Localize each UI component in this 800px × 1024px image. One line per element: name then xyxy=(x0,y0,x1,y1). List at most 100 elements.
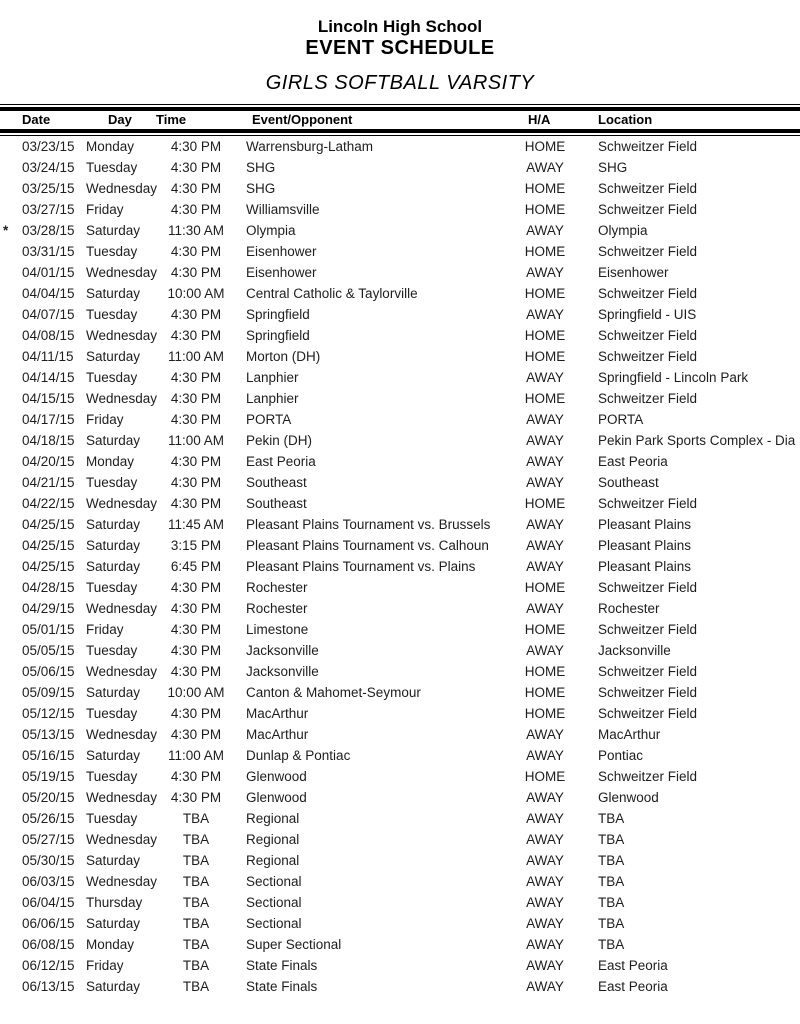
cell-event-opponent: Rochester xyxy=(246,601,308,616)
cell-home-away: AWAY xyxy=(526,517,564,532)
cell-day: Saturday xyxy=(86,916,141,931)
cell-home-away: AWAY xyxy=(526,265,564,280)
cell-day: Tuesday xyxy=(86,370,138,385)
cell-location: Schweitzer Field xyxy=(598,244,698,259)
cell-location: Rochester xyxy=(598,601,660,616)
cell-day: Friday xyxy=(86,412,124,427)
cell-event-opponent: Southeast xyxy=(246,496,307,511)
cell-home-away: AWAY xyxy=(526,727,564,742)
cell-home-away: HOME xyxy=(524,328,566,343)
table-row: 05/19/15 Tuesday 4:30 PM Glenwood HOME Schwei… xyxy=(0,766,800,787)
cell-time: 4:30 PM xyxy=(170,454,222,469)
cell-day: Wednesday xyxy=(86,391,158,406)
cell-location: TBA xyxy=(598,853,625,868)
cell-day: Tuesday xyxy=(86,769,138,784)
cell-date: 05/19/15 xyxy=(22,769,75,784)
cell-day: Saturday xyxy=(86,223,141,238)
cell-date: 03/25/15 xyxy=(22,181,75,196)
cell-location: Olympia xyxy=(598,223,648,238)
cell-day: Saturday xyxy=(86,748,141,763)
table-row: 03/27/15 Friday 4:30 PM Williamsville HOME Sc… xyxy=(0,199,800,220)
table-row: 03/23/15 Monday 4:30 PM Warrensburg-Latham H… xyxy=(0,136,800,157)
cell-location: Jacksonville xyxy=(598,643,671,658)
cell-day: Tuesday xyxy=(86,160,138,175)
cell-event-opponent: MacArthur xyxy=(246,706,309,721)
cell-event-opponent: Lanphier xyxy=(246,370,299,385)
cell-day: Tuesday xyxy=(86,706,138,721)
cell-date: 04/21/15 xyxy=(22,475,75,490)
cell-event-opponent: Canton & Mahomet-Seymour xyxy=(246,685,421,700)
cell-location: Schweitzer Field xyxy=(598,181,698,196)
cell-day: Wednesday xyxy=(86,874,158,889)
cell-date: 05/20/15 xyxy=(22,790,75,805)
table-row: 04/18/15 Saturday 11:00 AM Pekin (DH) AWAY Pe… xyxy=(0,430,800,451)
cell-home-away: AWAY xyxy=(526,895,564,910)
cell-location: Schweitzer Field xyxy=(598,328,698,343)
table-row: 04/01/15 Wednesday 4:30 PM Eisenhower AWAY Ei… xyxy=(0,262,800,283)
cell-location: Pleasant Plains xyxy=(598,559,692,574)
cell-date: 05/13/15 xyxy=(22,727,75,742)
cell-location: SHG xyxy=(598,160,628,175)
table-top-rule-thin xyxy=(0,104,800,105)
cell-date: 05/27/15 xyxy=(22,832,75,847)
cell-time: 11:00 AM xyxy=(167,433,225,448)
cell-home-away: HOME xyxy=(524,664,566,679)
cell-time: TBA xyxy=(182,979,210,994)
cell-event-opponent: Limestone xyxy=(246,622,309,637)
cell-date: 05/12/15 xyxy=(22,706,75,721)
cell-time: 4:30 PM xyxy=(170,370,222,385)
cell-day: Saturday xyxy=(86,685,141,700)
cell-day: Monday xyxy=(86,139,135,154)
cell-date: 04/20/15 xyxy=(22,454,75,469)
table-row: 05/20/15 Wednesday 4:30 PM Glenwood AWAY Glen… xyxy=(0,787,800,808)
cell-event-opponent: State Finals xyxy=(246,958,318,973)
table-row: 04/04/15 Saturday 10:00 AM Central Catholic… xyxy=(0,283,800,304)
cell-day: Thursday xyxy=(86,895,143,910)
cell-event-opponent: Super Sectional xyxy=(246,937,342,952)
cell-day: Monday xyxy=(86,454,135,469)
cell-event-opponent: Glenwood xyxy=(246,790,307,805)
cell-home-away: AWAY xyxy=(526,937,564,952)
cell-time: TBA xyxy=(182,916,210,931)
cell-location: TBA xyxy=(598,832,625,847)
table-row: 05/12/15 Tuesday 4:30 PM MacArthur HOME Schwe… xyxy=(0,703,800,724)
cell-event-opponent: State Finals xyxy=(246,979,318,994)
cell-home-away: AWAY xyxy=(526,874,564,889)
cell-location: Schweitzer Field xyxy=(598,496,698,511)
cell-date: 06/13/15 xyxy=(22,979,75,994)
cell-date: 05/16/15 xyxy=(22,748,75,763)
cell-event-opponent: Sectional xyxy=(246,895,302,910)
cell-day: Saturday xyxy=(86,538,141,553)
table-row: 06/13/15 Saturday TBA State Finals AWAY East … xyxy=(0,976,800,997)
cell-time: 4:30 PM xyxy=(170,496,222,511)
cell-location: Schweitzer Field xyxy=(598,139,698,154)
cell-time: 4:30 PM xyxy=(170,265,222,280)
table-row: 04/17/15 Friday 4:30 PM PORTA AWAY PORTA xyxy=(0,409,800,430)
cell-time: 11:00 AM xyxy=(167,349,225,364)
cell-date: 04/18/15 xyxy=(22,433,75,448)
cell-date: 04/22/15 xyxy=(22,496,75,511)
cell-event-opponent: Warrensburg-Latham xyxy=(246,139,374,154)
cell-home-away: HOME xyxy=(524,286,566,301)
cell-event-opponent: Pekin (DH) xyxy=(246,433,313,448)
cell-day: Wednesday xyxy=(86,727,158,742)
cell-time: 4:30 PM xyxy=(170,244,222,259)
table-row: 06/12/15 Friday TBA State Finals AWAY East Pe… xyxy=(0,955,800,976)
cell-time: 4:30 PM xyxy=(170,160,222,175)
table-row: 05/30/15 Saturday TBA Regional AWAY TBA xyxy=(0,850,800,871)
document-header: Lincoln High School EVENT SCHEDULE GIRLS… xyxy=(0,0,800,95)
cell-home-away: HOME xyxy=(524,139,566,154)
cell-home-away: AWAY xyxy=(526,160,564,175)
cell-home-away: AWAY xyxy=(526,748,564,763)
cell-home-away: HOME xyxy=(524,391,566,406)
cell-date: 03/28/15 xyxy=(22,223,75,238)
cell-location: Springfield - Lincoln Park xyxy=(598,370,749,385)
cell-location: Southeast xyxy=(598,475,659,490)
cell-date: 05/30/15 xyxy=(22,853,75,868)
cell-event-opponent: Jacksonville xyxy=(246,664,319,679)
cell-day: Wednesday xyxy=(86,832,158,847)
cell-home-away: AWAY xyxy=(526,811,564,826)
cell-time: 4:30 PM xyxy=(170,202,222,217)
cell-location: Pekin Park Sports Complex - Dia xyxy=(598,433,796,448)
